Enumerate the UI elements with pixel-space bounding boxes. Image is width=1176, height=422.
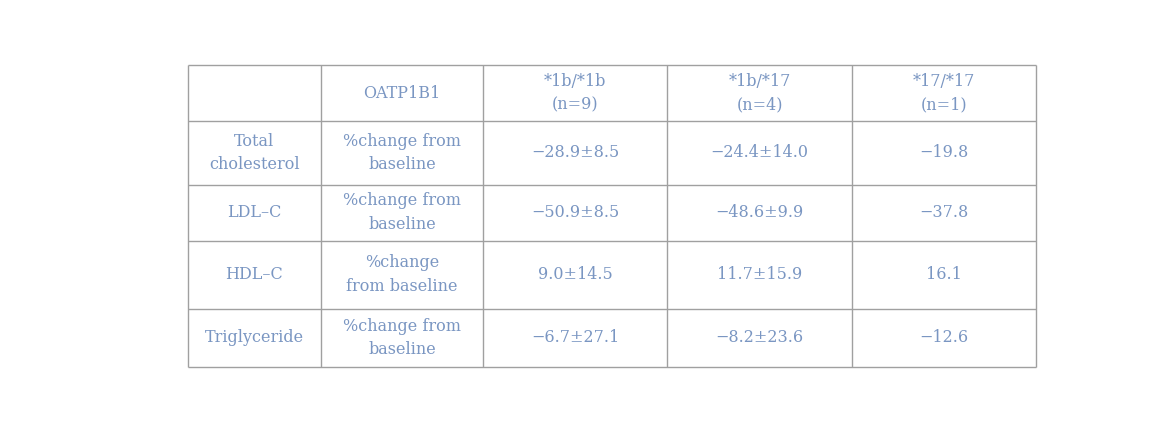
Text: Total
cholesterol: Total cholesterol [209, 133, 300, 173]
Text: %change from
baseline: %change from baseline [343, 192, 461, 233]
Text: *1b/*17
(n=4): *1b/*17 (n=4) [728, 73, 790, 114]
Text: −37.8: −37.8 [918, 204, 968, 221]
Text: −6.7±27.1: −6.7±27.1 [532, 330, 620, 346]
Text: −8.2±23.6: −8.2±23.6 [715, 330, 803, 346]
Text: OATP1B1: OATP1B1 [363, 85, 441, 102]
Text: %change from
baseline: %change from baseline [343, 133, 461, 173]
Text: LDL–C: LDL–C [227, 204, 281, 221]
Text: *1b/*1b
(n=9): *1b/*1b (n=9) [544, 73, 607, 114]
Text: 11.7±15.9: 11.7±15.9 [717, 266, 802, 283]
Text: −48.6±9.9: −48.6±9.9 [715, 204, 803, 221]
Text: Triglyceride: Triglyceride [205, 330, 303, 346]
Text: −50.9±8.5: −50.9±8.5 [532, 204, 620, 221]
Text: HDL–C: HDL–C [226, 266, 283, 283]
Text: *17/*17
(n=1): *17/*17 (n=1) [913, 73, 975, 114]
Text: %change from
baseline: %change from baseline [343, 318, 461, 358]
Text: −28.9±8.5: −28.9±8.5 [532, 144, 620, 161]
Text: %change
from baseline: %change from baseline [346, 254, 457, 295]
Text: 9.0±14.5: 9.0±14.5 [539, 266, 613, 283]
Text: −19.8: −19.8 [918, 144, 968, 161]
Text: −24.4±14.0: −24.4±14.0 [710, 144, 809, 161]
Text: −12.6: −12.6 [918, 330, 968, 346]
Text: 16.1: 16.1 [926, 266, 962, 283]
